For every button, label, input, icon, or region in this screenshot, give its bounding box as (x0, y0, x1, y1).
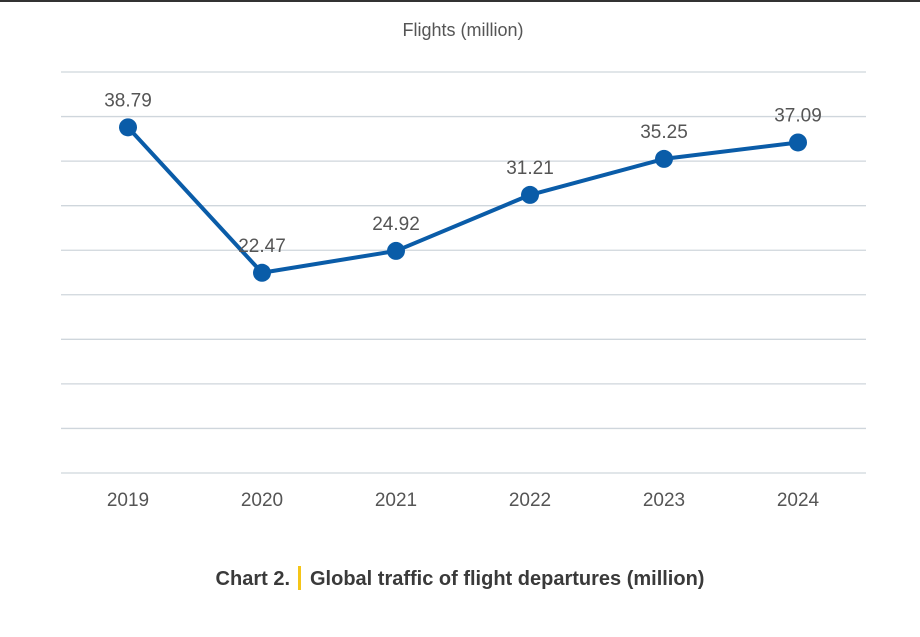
x-tick-label: 2024 (777, 490, 820, 511)
data-point (655, 149, 673, 168)
line-chart: Flights (million) 2019 2020 2021 2022 2023 20… (61, 20, 866, 511)
caption-separator (298, 566, 301, 590)
data-point (521, 185, 539, 204)
data-label: 22.47 (238, 236, 286, 257)
chart-title: Flights (million) (402, 20, 523, 40)
data-label: 38.79 (104, 90, 152, 111)
data-labels: 38.79 22.47 24.92 31.21 35.25 37.09 (104, 90, 822, 256)
data-label: 31.21 (506, 158, 554, 179)
x-axis-ticks: 2019 2020 2021 2022 2023 2024 (107, 490, 820, 511)
chart-caption: Chart 2. Global traffic of flight departu… (0, 566, 920, 591)
x-tick-label: 2021 (375, 490, 417, 511)
top-border (0, 0, 920, 2)
data-point (387, 241, 405, 260)
series-line (126, 125, 800, 275)
data-label: 35.25 (640, 122, 688, 143)
caption-text: Global traffic of flight departures (mil… (310, 568, 705, 590)
x-tick-label: 2023 (643, 490, 685, 511)
x-tick-label: 2019 (107, 490, 149, 511)
data-label: 24.92 (372, 214, 420, 235)
data-point (119, 118, 137, 137)
x-tick-label: 2020 (241, 490, 283, 511)
data-point (789, 133, 807, 152)
gridlines (61, 71, 866, 474)
data-label: 37.09 (774, 105, 822, 126)
data-point (253, 263, 271, 282)
caption-label: Chart 2. (215, 568, 290, 590)
x-tick-label: 2022 (509, 490, 551, 511)
series-flights (119, 118, 807, 282)
